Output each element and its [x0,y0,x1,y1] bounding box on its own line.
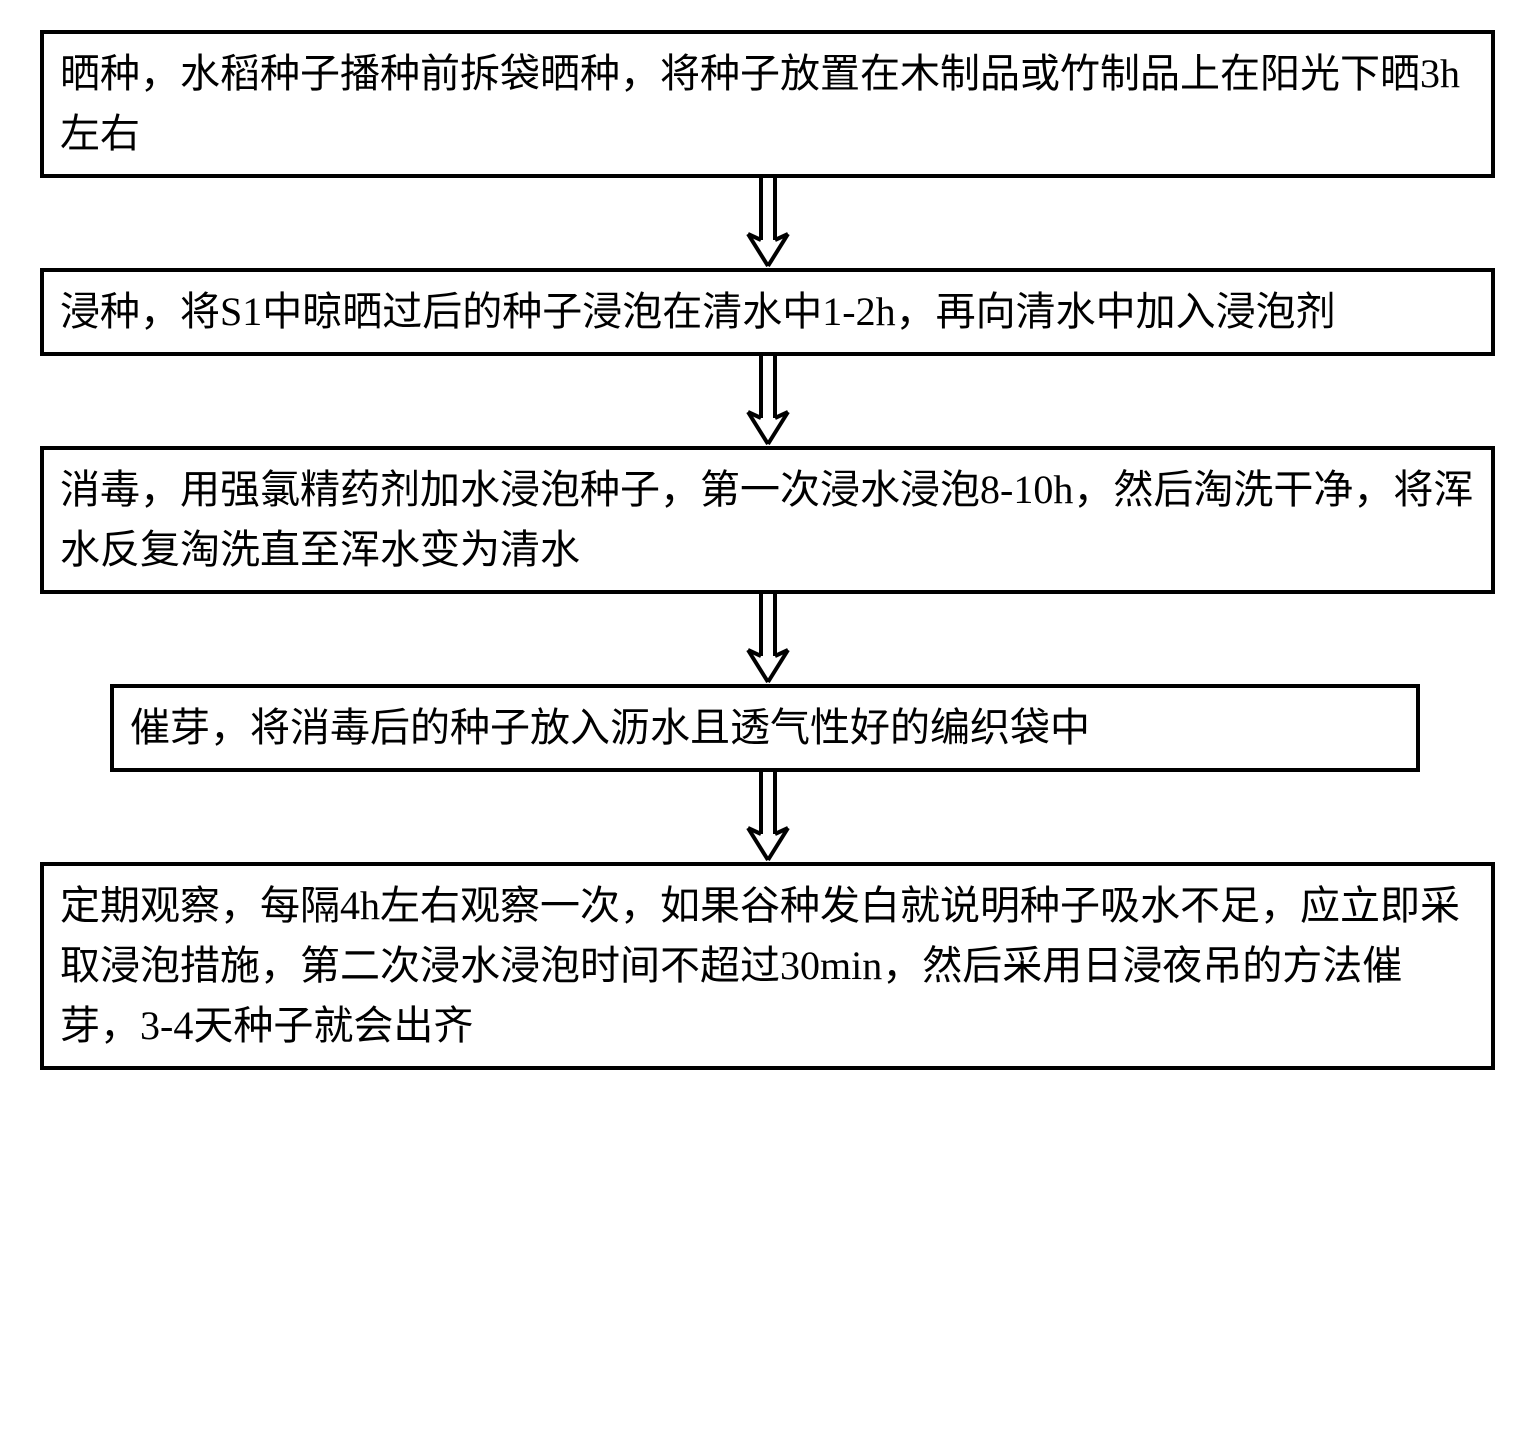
flowchart-root: 晒种，水稻种子播种前拆袋晒种，将种子放置在木制品或竹制品上在阳光下晒3h左右 浸… [40,30,1495,1070]
flow-arrow-3 [40,594,1495,684]
flow-step-3: 消毒，用强氯精药剂加水浸泡种子，第一次浸水浸泡8-10h，然后淘洗干净，将浑水反… [40,446,1495,594]
flow-step-4: 催芽，将消毒后的种子放入沥水且透气性好的编织袋中 [110,684,1420,772]
flow-step-1: 晒种，水稻种子播种前拆袋晒种，将种子放置在木制品或竹制品上在阳光下晒3h左右 [40,30,1495,178]
flow-step-5: 定期观察，每隔4h左右观察一次，如果谷种发白就说明种子吸水不足，应立即采取浸泡措… [40,862,1495,1070]
flow-arrow-2 [40,356,1495,446]
flow-arrow-4 [40,772,1495,862]
flow-step-2: 浸种，将S1中晾晒过后的种子浸泡在清水中1-2h，再向清水中加入浸泡剂 [40,268,1495,356]
flow-arrow-1 [40,178,1495,268]
